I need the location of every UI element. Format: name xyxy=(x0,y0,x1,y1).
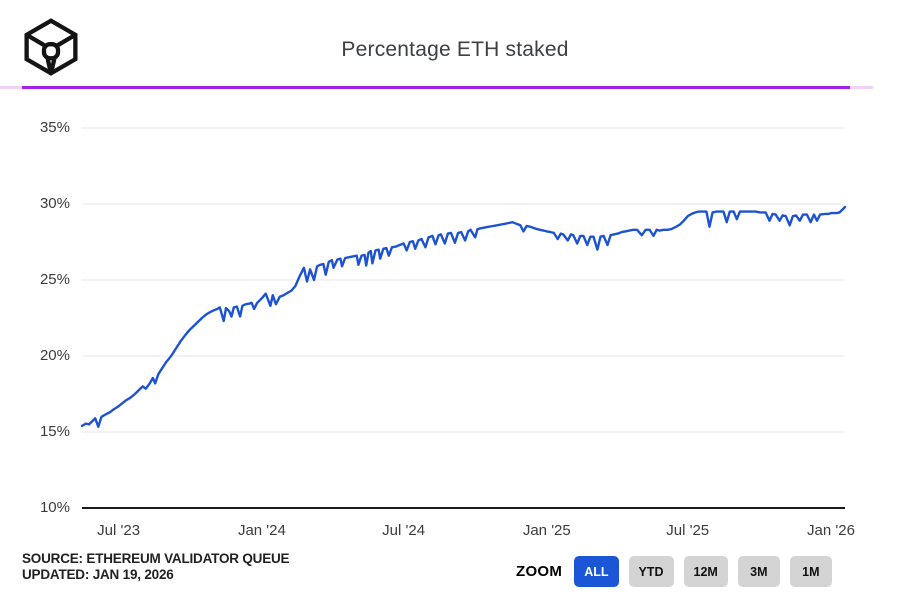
accent-bar-left-segment xyxy=(0,86,22,89)
zoom-button-3m[interactable]: 3M xyxy=(737,556,780,587)
zoom-button-ytd[interactable]: YTD xyxy=(628,556,674,587)
x-tick-label: Jul '24 xyxy=(382,522,426,539)
x-tick-label: Jan '26 xyxy=(807,522,855,539)
y-tick-label: 25% xyxy=(39,271,70,288)
zoom-controls: ZOOM ALL YTD 12M 3M 1M xyxy=(516,556,832,587)
y-tick-label: 10% xyxy=(39,499,70,516)
accent-bar-right-segment xyxy=(850,86,873,89)
zoom-button-all[interactable]: ALL xyxy=(574,556,619,587)
chart-title: Percentage ETH staked xyxy=(341,38,569,61)
source-attribution: SOURCE: ETHEREUM VALIDATOR QUEUE UPDATED… xyxy=(22,551,290,583)
accent-bar-main-segment xyxy=(22,86,850,89)
zoom-button-12m[interactable]: 12M xyxy=(683,556,728,587)
updated-line: UPDATED: JAN 19, 2026 xyxy=(22,567,174,582)
series-line[interactable] xyxy=(80,205,847,428)
y-tick-label: 35% xyxy=(39,119,70,136)
y-tick-label: 30% xyxy=(39,195,70,212)
zoom-button-1m[interactable]: 1M xyxy=(789,556,832,587)
the-block-cube-logo xyxy=(24,18,78,76)
x-tick-label: Jan '24 xyxy=(237,522,286,539)
y-tick-label: 15% xyxy=(39,423,70,440)
x-tick-label: Jul '23 xyxy=(97,522,141,539)
y-tick-label: 20% xyxy=(39,347,70,364)
zoom-label: ZOOM xyxy=(516,563,563,580)
source-line: SOURCE: ETHEREUM VALIDATOR QUEUE xyxy=(22,551,290,566)
x-tick-label: Jan '25 xyxy=(522,522,571,539)
x-tick-label: Jul '25 xyxy=(666,522,710,539)
